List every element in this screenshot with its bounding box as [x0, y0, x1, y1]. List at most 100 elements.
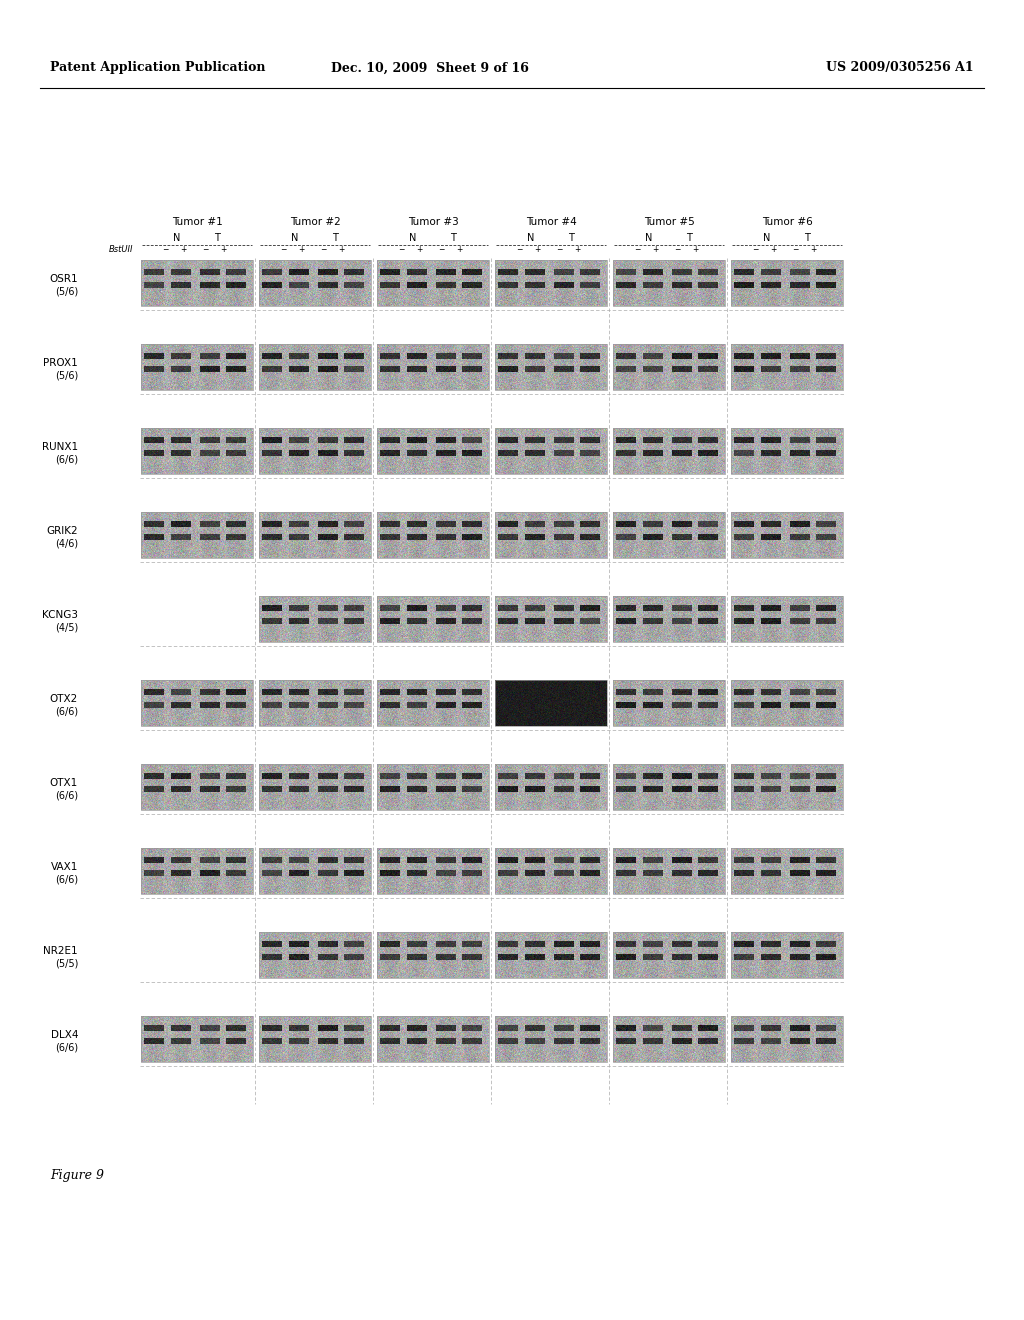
Text: −: − [792, 246, 798, 255]
Text: Tumor #3: Tumor #3 [408, 216, 459, 227]
Text: Tumor #5: Tumor #5 [644, 216, 694, 227]
Text: (4/6): (4/6) [55, 539, 78, 549]
Bar [731, 345, 843, 389]
Bar [495, 597, 607, 642]
Bar [731, 932, 843, 978]
Bar [731, 764, 843, 810]
Bar [495, 512, 607, 558]
Bar [259, 680, 371, 726]
Text: (6/6): (6/6) [55, 455, 78, 465]
Text: T: T [686, 234, 692, 243]
Text: −: − [674, 246, 680, 255]
Text: N: N [645, 234, 652, 243]
Bar [259, 428, 371, 474]
Text: T: T [214, 234, 220, 243]
Text: Tumor #2: Tumor #2 [290, 216, 340, 227]
Bar [141, 680, 253, 726]
Bar [495, 680, 607, 726]
Bar [731, 428, 843, 474]
Bar [377, 847, 489, 894]
Bar [731, 847, 843, 894]
Text: RUNX1: RUNX1 [42, 442, 78, 451]
Text: +: + [810, 246, 816, 255]
Bar [731, 1016, 843, 1063]
Bar [377, 345, 489, 389]
Bar [613, 260, 725, 306]
Bar [259, 512, 371, 558]
Text: (6/6): (6/6) [55, 1043, 78, 1053]
Bar [495, 260, 607, 306]
Text: BstUII: BstUII [109, 246, 133, 255]
Bar [495, 1016, 607, 1063]
Bar [259, 847, 371, 894]
Text: (6/6): (6/6) [55, 708, 78, 717]
Bar [377, 260, 489, 306]
Text: +: + [456, 246, 462, 255]
Text: OTX1: OTX1 [50, 777, 78, 788]
Text: OTX2: OTX2 [50, 694, 78, 704]
Bar [495, 345, 607, 389]
Text: KCNG3: KCNG3 [42, 610, 78, 620]
Text: −: − [516, 246, 522, 255]
Text: −: − [280, 246, 286, 255]
Text: Tumor #1: Tumor #1 [172, 216, 222, 227]
Bar [141, 847, 253, 894]
Text: N: N [527, 234, 535, 243]
Text: +: + [298, 246, 304, 255]
Text: DLX4: DLX4 [50, 1030, 78, 1040]
Text: T: T [568, 234, 573, 243]
Bar [141, 1016, 253, 1063]
Text: N: N [410, 234, 417, 243]
Text: +: + [416, 246, 422, 255]
Text: −: − [319, 246, 327, 255]
Bar [377, 512, 489, 558]
Bar [141, 764, 253, 810]
Bar [731, 260, 843, 306]
Text: (4/5): (4/5) [54, 623, 78, 634]
Text: +: + [220, 246, 226, 255]
Bar [613, 764, 725, 810]
Text: Patent Application Publication: Patent Application Publication [50, 62, 265, 74]
Text: −: − [162, 246, 168, 255]
Bar [613, 1016, 725, 1063]
Bar [377, 932, 489, 978]
Bar [141, 428, 253, 474]
Text: N: N [763, 234, 771, 243]
Bar [377, 764, 489, 810]
Text: Tumor #6: Tumor #6 [762, 216, 812, 227]
Bar [141, 512, 253, 558]
Text: Figure 9: Figure 9 [50, 1168, 104, 1181]
Bar [495, 428, 607, 474]
Text: −: − [634, 246, 640, 255]
Bar [731, 597, 843, 642]
Bar [613, 345, 725, 389]
Text: −: − [202, 246, 208, 255]
Text: (6/6): (6/6) [55, 791, 78, 801]
Text: +: + [534, 246, 541, 255]
Bar [377, 597, 489, 642]
Bar [613, 847, 725, 894]
Text: (6/6): (6/6) [55, 875, 78, 884]
Text: −: − [438, 246, 444, 255]
Text: US 2009/0305256 A1: US 2009/0305256 A1 [826, 62, 974, 74]
Text: T: T [332, 234, 338, 243]
Text: +: + [573, 246, 581, 255]
Bar [259, 1016, 371, 1063]
Bar [613, 680, 725, 726]
Text: (5/6): (5/6) [54, 286, 78, 297]
Bar [495, 932, 607, 978]
Bar [613, 428, 725, 474]
Text: NR2E1: NR2E1 [43, 946, 78, 956]
Bar [377, 428, 489, 474]
Bar [259, 597, 371, 642]
Text: GRIK2: GRIK2 [46, 525, 78, 536]
Bar [495, 847, 607, 894]
Text: N: N [291, 234, 299, 243]
Bar [495, 764, 607, 810]
Bar [259, 764, 371, 810]
Text: +: + [180, 246, 186, 255]
Bar [259, 345, 371, 389]
Text: Dec. 10, 2009  Sheet 9 of 16: Dec. 10, 2009 Sheet 9 of 16 [331, 62, 529, 74]
Text: T: T [804, 234, 810, 243]
Bar [613, 597, 725, 642]
